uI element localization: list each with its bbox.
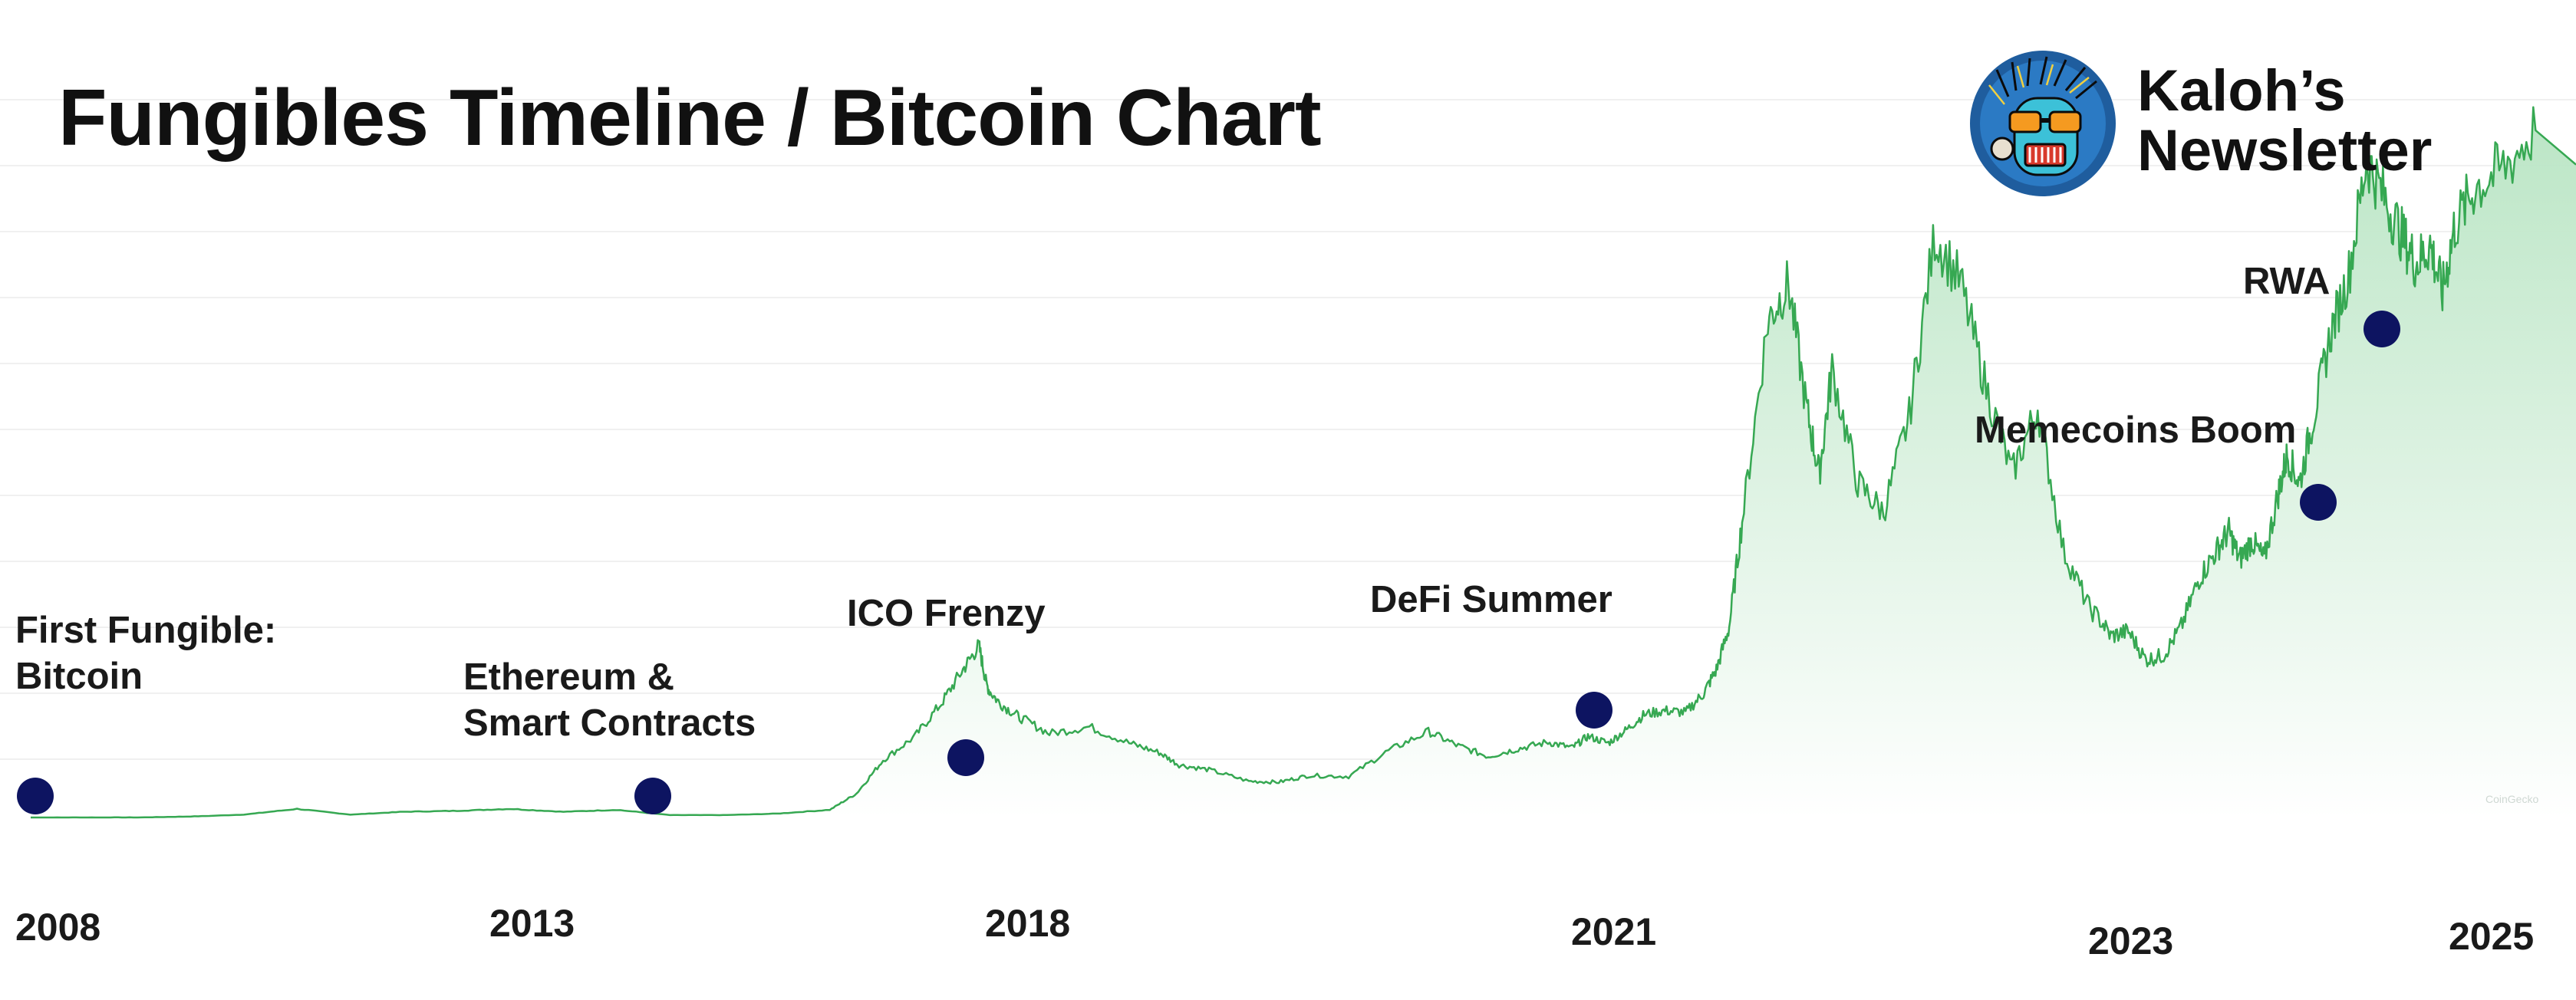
annotation-defi-summer: DeFi Summer (1370, 577, 1612, 623)
brand-name-line2: Newsletter (2137, 118, 2433, 183)
brand-name-line1: Kaloh’s (2137, 58, 2346, 123)
event-marker (947, 739, 984, 776)
event-marker (2364, 311, 2400, 347)
x-tick-2025: 2025 (2449, 915, 2535, 958)
brand-name: Kaloh’s Newsletter (2137, 61, 2551, 181)
event-marker (17, 778, 54, 814)
punk-skull-avatar-icon (1970, 51, 2116, 196)
annotation-label: Memecoins Boom (1975, 410, 2297, 451)
x-tick-2021: 2021 (1571, 910, 1657, 953)
event-marker (2300, 484, 2337, 521)
annotation-label: Ethereum & Smart Contracts (463, 656, 756, 744)
event-marker (1576, 692, 1612, 729)
annotation-ico-frenzy: ICO Frenzy (847, 590, 1046, 637)
price-line (31, 106, 2576, 819)
annotation-label: First Fungible: Bitcoin (15, 610, 277, 697)
annotation-label: DeFi Summer (1370, 579, 1612, 620)
event-markers (17, 311, 2400, 814)
x-tick-2023: 2023 (2088, 919, 2174, 962)
event-marker (634, 778, 671, 814)
annotation-ethereum: Ethereum & Smart Contracts (463, 654, 756, 746)
brand-block: Kaloh’s Newsletter (1970, 51, 2553, 204)
watermark: CoinGecko (2485, 793, 2539, 805)
annotation-label: ICO Frenzy (847, 593, 1046, 634)
x-tick-2013: 2013 (489, 902, 575, 945)
price-area-fill (31, 107, 2576, 817)
annotation-label: RWA (2243, 261, 2331, 302)
annotation-memecoins-boom: Memecoins Boom (1975, 407, 2296, 453)
x-tick-2018: 2018 (985, 902, 1071, 945)
x-tick-2008: 2008 (15, 906, 101, 949)
annotation-rwa: RWA (2243, 258, 2330, 304)
page-title: Fungibles Timeline / Bitcoin Chart (58, 74, 1322, 163)
annotation-first-fungible: First Fungible: Bitcoin (15, 607, 276, 699)
